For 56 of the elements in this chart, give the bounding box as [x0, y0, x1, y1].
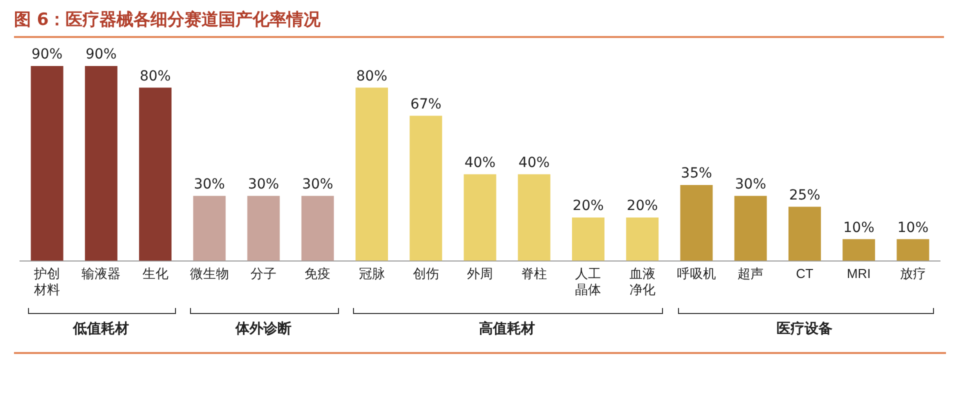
data-label: 80%: [356, 68, 388, 84]
x-tick-label: 放疗: [900, 266, 926, 282]
x-tick-label: CT: [796, 266, 814, 282]
x-tick-label: 生化: [142, 266, 168, 282]
x-tick-label: 外周: [467, 266, 493, 282]
x-tick-label: 微生物: [190, 266, 229, 282]
text: 低值耗材: [73, 320, 130, 338]
x-tick-label: 分子: [250, 266, 277, 282]
data-label: 40%: [464, 154, 496, 171]
data-label: 40%: [518, 154, 550, 171]
bar: [139, 88, 172, 261]
x-tick-label: 免疫: [304, 266, 331, 282]
data-label: 10%: [843, 220, 874, 236]
bar: [680, 185, 713, 261]
data-label: 90%: [31, 46, 63, 63]
data-label: 20%: [626, 198, 658, 214]
text: 医疗设备: [776, 320, 833, 338]
bar: [356, 88, 388, 261]
bar: [734, 196, 767, 261]
bar: [842, 239, 876, 261]
bar: [896, 239, 930, 261]
bar: [788, 206, 821, 261]
x-tick-label: 创伤: [412, 266, 439, 282]
bar: [301, 196, 334, 261]
x-tick-label: 人工晶体: [575, 266, 602, 297]
bar: [30, 66, 64, 261]
bar: [572, 218, 604, 261]
data-label: 35%: [680, 166, 712, 182]
x-tick-label: 血液净化: [629, 266, 656, 297]
data-label: 30%: [302, 176, 334, 193]
text: 高值耗材: [479, 320, 536, 338]
bar: [410, 116, 442, 261]
x-tick-label: 超声: [738, 266, 764, 282]
data-label: 30%: [194, 176, 225, 193]
data-label: 25%: [789, 187, 820, 204]
text: 体外诊断: [236, 320, 292, 338]
data-label: 10%: [897, 220, 929, 236]
bar: [84, 66, 118, 261]
data-label: 80%: [140, 68, 171, 84]
data-label: 20%: [572, 198, 604, 214]
data-label: 67%: [410, 96, 442, 112]
chart-title: 图 6：医疗器械各细分赛道国产化率情况: [14, 8, 944, 38]
bar: [464, 174, 496, 261]
x-tick-label: MRI: [846, 266, 871, 282]
data-label: 90%: [86, 46, 117, 63]
x-tick-label: 脊柱: [521, 266, 548, 282]
bar: [518, 174, 550, 261]
x-tick-label: 输液器: [82, 266, 121, 282]
data-label: 30%: [248, 176, 280, 193]
x-tick-label: 冠脉: [358, 266, 385, 282]
data-label: 30%: [735, 176, 766, 193]
x-tick-label: 护创材料: [33, 266, 60, 297]
x-tick-label: 呼吸机: [676, 266, 716, 282]
bar: [247, 196, 280, 261]
bar: [626, 218, 659, 261]
bar: [193, 196, 226, 261]
